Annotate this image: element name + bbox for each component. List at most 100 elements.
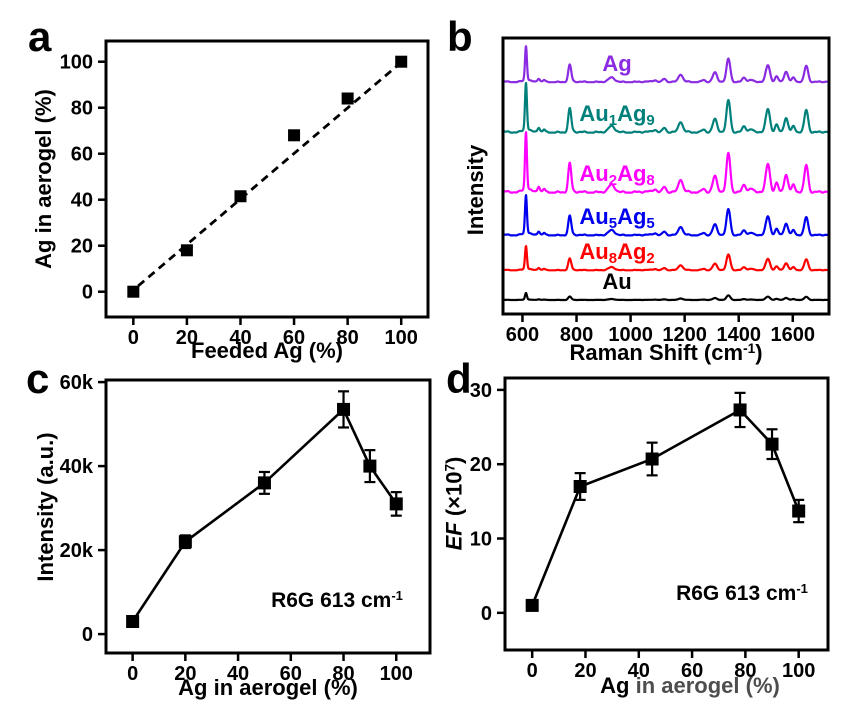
y-tick-label-a: 100 bbox=[60, 52, 93, 74]
spectrum-Au2Ag8 bbox=[502, 131, 830, 194]
axes-box-c bbox=[104, 378, 432, 655]
data-point-marker-c bbox=[337, 402, 351, 416]
data-point-marker-a bbox=[234, 190, 247, 203]
series-label-part: 1 bbox=[608, 112, 618, 130]
x-tick-label-c: 80 bbox=[332, 663, 354, 685]
series-label-Au1Ag9: Au1Ag9 bbox=[527, 100, 707, 131]
panel-d-x-axis-title-rest: in aerogel (%) bbox=[635, 673, 780, 698]
panel-b-x-axis-title-close: ) bbox=[755, 340, 763, 365]
series-label-part: Au bbox=[579, 204, 609, 230]
data-point-marker-c bbox=[257, 476, 271, 490]
x-tick-label-d: 20 bbox=[574, 660, 596, 682]
panel-c-annotation-sup: -1 bbox=[391, 587, 403, 603]
x-tick-label-a: 20 bbox=[176, 327, 198, 349]
x-tick-label-a: 80 bbox=[337, 327, 359, 349]
series-label-part: 2 bbox=[646, 250, 655, 268]
data-point-marker-a bbox=[180, 244, 193, 257]
y-tick-label-c: 60k bbox=[60, 372, 94, 394]
data-point-marker-d bbox=[765, 437, 779, 451]
panel-d-annotation: R6G 613 cm-1 bbox=[617, 580, 866, 606]
data-point-marker-d bbox=[792, 504, 806, 518]
series-label-Au5Ag5: Au5Ag5 bbox=[527, 203, 707, 234]
series-label-part: Ag bbox=[617, 239, 647, 265]
trendline-a bbox=[137, 59, 405, 288]
x-tick-label-d: 0 bbox=[527, 660, 538, 682]
series-label-part: 9 bbox=[646, 112, 655, 130]
panel-a-x-axis-title: Feeded Ag (%) bbox=[191, 338, 343, 363]
x-tick-label-a: 100 bbox=[385, 327, 418, 349]
x-tick-label-c: 100 bbox=[380, 663, 413, 685]
panel-b-y-axis-title: Intensity bbox=[463, 144, 488, 236]
series-label-Ag: Ag bbox=[527, 50, 707, 78]
y-tick-label-d: 30 bbox=[470, 380, 492, 402]
x-tick-label-c: 0 bbox=[127, 663, 138, 685]
data-point-marker-a bbox=[341, 92, 354, 105]
data-point-marker-d bbox=[733, 403, 747, 417]
panel-d-x-axis-title: Ag in aerogel (%) bbox=[540, 672, 840, 700]
series-label-part: Au bbox=[579, 101, 609, 127]
series-label-part: Ag bbox=[617, 204, 647, 230]
series-label-part: Ag bbox=[602, 50, 632, 76]
panel-d-annotation-text: R6G 613 cm bbox=[676, 582, 797, 605]
panel-d-y-axis-title-times: (×10 bbox=[441, 471, 467, 523]
panel-letter-b: b bbox=[447, 13, 473, 60]
panel-letter-a: a bbox=[28, 13, 52, 60]
data-point-marker-d bbox=[573, 480, 587, 494]
series-label-part: 5 bbox=[646, 215, 655, 233]
data-point-marker-a bbox=[288, 129, 301, 142]
x-tick-label-b: 1000 bbox=[608, 324, 653, 346]
data-point-marker-a bbox=[127, 285, 140, 298]
data-point-marker-c bbox=[389, 497, 403, 511]
x-tick-label-a: 40 bbox=[229, 327, 251, 349]
y-tick-label-a: 80 bbox=[71, 98, 93, 120]
panel-c-annotation: R6G 613 cm-1 bbox=[212, 587, 462, 613]
data-line-d bbox=[530, 408, 800, 606]
series-label-part: 5 bbox=[608, 215, 618, 233]
y-tick-label-d: 20 bbox=[470, 454, 492, 476]
panel-c-x-axis-title: Ag in aerogel (%) bbox=[178, 675, 358, 700]
series-label-part: Au bbox=[602, 268, 632, 294]
y-tick-label-a: 40 bbox=[71, 190, 93, 212]
panel-b-x-axis-title-text: Raman Shift (cm bbox=[569, 340, 744, 365]
x-tick-label-a: 0 bbox=[128, 327, 139, 349]
data-point-marker-c bbox=[178, 535, 192, 549]
series-label-part: 2 bbox=[608, 172, 618, 190]
x-tick-label-b: 600 bbox=[506, 324, 539, 346]
x-tick-label-c: 60 bbox=[280, 663, 302, 685]
y-tick-label-c: 20k bbox=[60, 540, 94, 562]
x-tick-label-b: 1600 bbox=[771, 324, 816, 346]
series-label-Au8Ag2: Au8Ag2 bbox=[527, 238, 707, 269]
x-tick-label-d: 40 bbox=[628, 660, 650, 682]
panel-d-y-axis-title-sup: 7 bbox=[442, 463, 457, 472]
data-point-marker-d bbox=[525, 598, 539, 612]
series-label-part: Ag bbox=[617, 161, 647, 186]
x-tick-label-b: 1200 bbox=[662, 324, 707, 346]
x-tick-label-d: 100 bbox=[782, 660, 815, 682]
axes-box-d bbox=[503, 376, 830, 652]
axes-box-b bbox=[501, 36, 831, 316]
series-label-part: Au bbox=[579, 161, 609, 186]
data-point-marker-a bbox=[395, 55, 408, 68]
panel-c-annotation-text: R6G 613 cm bbox=[271, 589, 392, 612]
data-point-marker-c bbox=[126, 615, 140, 628]
panel-d-y-axis-title: EF (×107) bbox=[441, 354, 472, 654]
x-tick-label-d: 80 bbox=[734, 660, 756, 682]
panel-d-y-axis-title-ef: EF bbox=[441, 522, 467, 551]
series-label-Au2Ag8: Au2Ag8 bbox=[527, 160, 707, 191]
series-label-Au: Au bbox=[527, 268, 707, 296]
y-tick-label-c: 0 bbox=[82, 624, 93, 646]
panel-letter-d: d bbox=[446, 355, 472, 402]
x-tick-label-c: 40 bbox=[227, 663, 249, 685]
x-tick-label-c: 20 bbox=[174, 663, 196, 685]
x-tick-label-b: 1400 bbox=[716, 324, 761, 346]
y-tick-label-a: 0 bbox=[82, 282, 93, 304]
y-tick-label-a: 60 bbox=[71, 144, 93, 166]
series-label-part: Ag bbox=[617, 101, 647, 127]
panel-d-annotation-sup: -1 bbox=[796, 580, 808, 596]
panel-c-y-axis-title: Intensity (a.u.) bbox=[33, 432, 58, 582]
x-tick-label-b: 800 bbox=[560, 324, 593, 346]
x-tick-label-a: 60 bbox=[283, 327, 305, 349]
series-label-part: Au bbox=[579, 239, 609, 265]
